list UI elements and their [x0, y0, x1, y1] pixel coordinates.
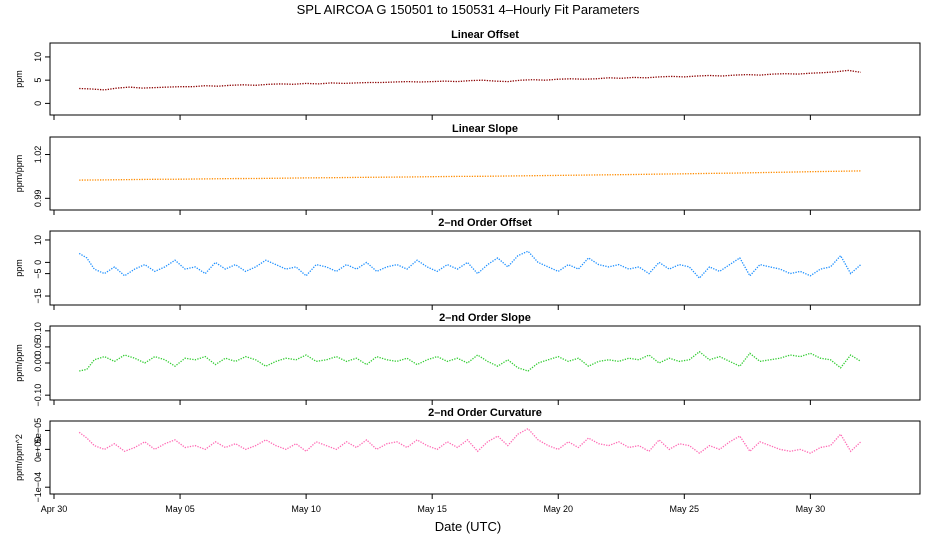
series-line	[78, 427, 862, 455]
y-tick-label: −1e−04	[33, 472, 43, 503]
x-axis: Apr 30 May 05 May 10 May 15 May 20 May 25 May …	[41, 504, 825, 514]
series-line	[79, 170, 861, 181]
panel-frame	[49, 42, 921, 116]
chart-title: SPL AIRCOA G 150501 to 150531 4–Hourly F…	[297, 2, 640, 17]
y-axis-label: ppm/ppm	[14, 344, 24, 382]
x-tick-label: May 30	[796, 504, 826, 514]
x-axis-label: Date (UTC)	[435, 519, 501, 534]
y-tick-label: 10	[33, 52, 43, 62]
panel-3: 2–nd Order Offset −15 −5 0 10 ppm	[14, 217, 921, 310]
y-tick-label: 0.99	[33, 190, 43, 208]
x-tick-label: May 05	[165, 504, 195, 514]
series-line	[78, 250, 862, 280]
y-tick-label: 0	[33, 101, 43, 106]
series-line	[79, 69, 861, 91]
y-axis-label: ppm	[14, 259, 24, 277]
panel-title: 2–nd Order Offset	[438, 217, 532, 229]
y-tick-label: 5e−05	[33, 418, 43, 443]
y-tick-label: −0.10	[33, 384, 43, 407]
y-axis-label: ppm	[14, 70, 24, 88]
y-tick-label: 0.05	[33, 338, 43, 356]
y-axis-label: ppm/ppm	[14, 155, 24, 193]
panel-title: Linear Slope	[452, 123, 518, 135]
y-tick-label: 0.00	[33, 354, 43, 372]
x-tick-label: May 25	[670, 504, 700, 514]
panel-title: 2–nd Order Slope	[439, 312, 531, 324]
y-axis-label: ppm/ppm^2	[14, 434, 24, 481]
panel-2: Linear Slope 0.99 1.02 ppm/ppm	[14, 123, 921, 215]
x-tick-label: Apr 30	[41, 504, 68, 514]
y-tick-label: 1.02	[33, 146, 43, 164]
y-tick-label: 0.10	[33, 322, 43, 340]
panel-1: Linear Offset 0 5 10 ppm	[14, 29, 921, 120]
y-tick-label: −5	[33, 268, 43, 278]
panel-frame	[49, 420, 921, 495]
panels: Linear Offset 0 5 10 ppm Linear Slope 0.99 1.02…	[14, 29, 921, 503]
panel-frame	[49, 136, 921, 211]
panel-frame	[49, 230, 921, 306]
x-tick-label: May 15	[417, 504, 447, 514]
y-tick-label: 10	[33, 235, 43, 245]
panel-4: 2–nd Order Slope −0.10 0.000.050.10 ppm/ppm	[14, 312, 921, 407]
series-line	[79, 350, 862, 372]
panel-frame	[49, 325, 921, 401]
x-tick-label: May 20	[543, 504, 573, 514]
panel-title: 2–nd Order Curvature	[428, 407, 542, 419]
panel-title: Linear Offset	[451, 29, 519, 41]
y-tick-label: 0e+00	[33, 437, 43, 462]
y-tick-label: 5	[33, 78, 43, 83]
y-tick-label: 0	[33, 260, 43, 265]
x-tick-label: May 10	[291, 504, 321, 514]
y-tick-label: −15	[33, 288, 43, 303]
